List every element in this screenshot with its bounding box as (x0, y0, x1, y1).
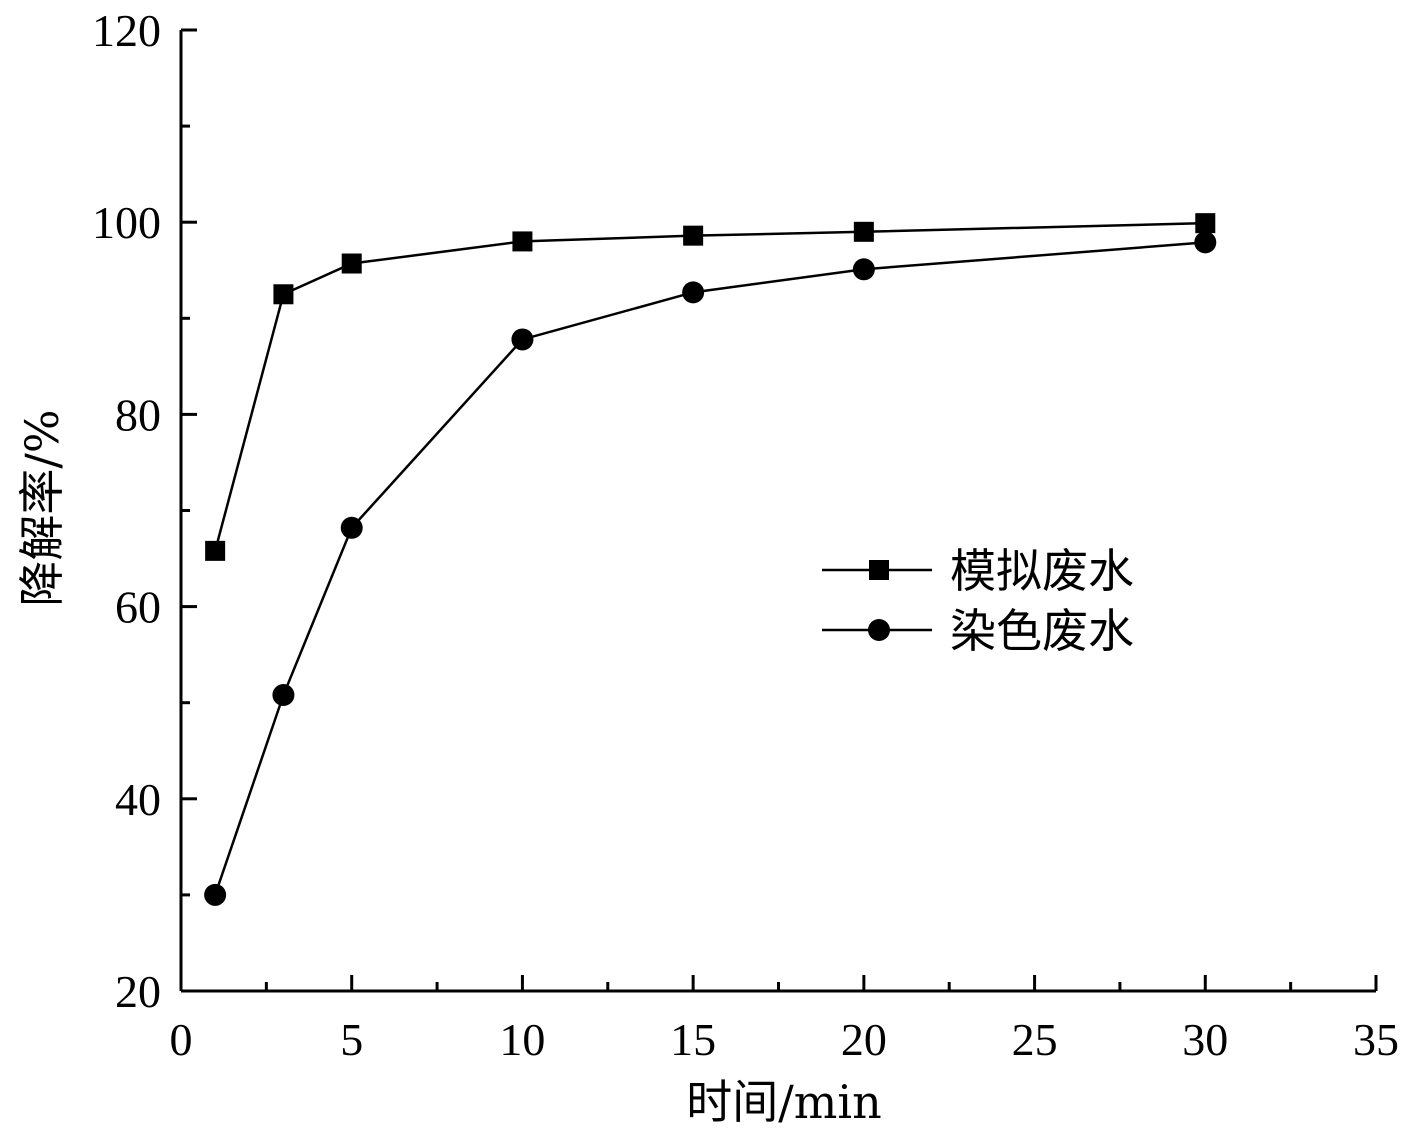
data-point-circle (511, 328, 534, 351)
axes: 时间/min 降解率/% (15, 30, 1376, 1129)
legend-label: 模拟废水 (950, 544, 1134, 598)
data-point-square (1195, 213, 1216, 234)
y-tick-label: 80 (115, 389, 161, 440)
y-tick-label: 100 (92, 197, 161, 248)
legend-label: 染色废水 (950, 604, 1134, 658)
ticks: 0 5 10 15 20 25 30 35 20 40 60 80 100 120 (92, 5, 1399, 1065)
y-tick-label: 60 (115, 582, 161, 633)
series (204, 213, 1217, 906)
x-tick-label: 30 (1182, 1014, 1228, 1065)
legend-marker-square (869, 560, 889, 580)
data-point-square (273, 284, 294, 305)
data-point-circle (340, 516, 363, 539)
series-line-1 (213, 221, 1206, 552)
data-point-circle (1194, 231, 1217, 254)
x-tick-label: 20 (841, 1014, 887, 1065)
y-axis-title: 降解率/% (15, 409, 69, 606)
y-tick-label: 40 (115, 774, 161, 825)
data-point-square (683, 225, 704, 246)
data-point-circle (852, 258, 875, 281)
data-point-square (205, 540, 226, 561)
x-tick-label: 0 (170, 1014, 193, 1065)
data-point-square (512, 231, 533, 252)
x-tick-label: 15 (670, 1014, 716, 1065)
data-point-square (341, 253, 362, 274)
y-tick-label: 20 (115, 966, 161, 1017)
x-tick-label: 25 (1012, 1014, 1058, 1065)
data-point-square (853, 221, 874, 242)
x-tick-label: 5 (340, 1014, 363, 1065)
x-axis-title: 时间/min (686, 1075, 881, 1129)
data-point-circle (204, 883, 227, 906)
data-point-circle (272, 684, 295, 707)
x-tick-label: 35 (1353, 1014, 1399, 1065)
data-point-circle (682, 281, 705, 304)
legend-marker-circle (868, 619, 890, 641)
y-tick-label: 120 (92, 5, 161, 56)
x-tick-label: 10 (499, 1014, 545, 1065)
